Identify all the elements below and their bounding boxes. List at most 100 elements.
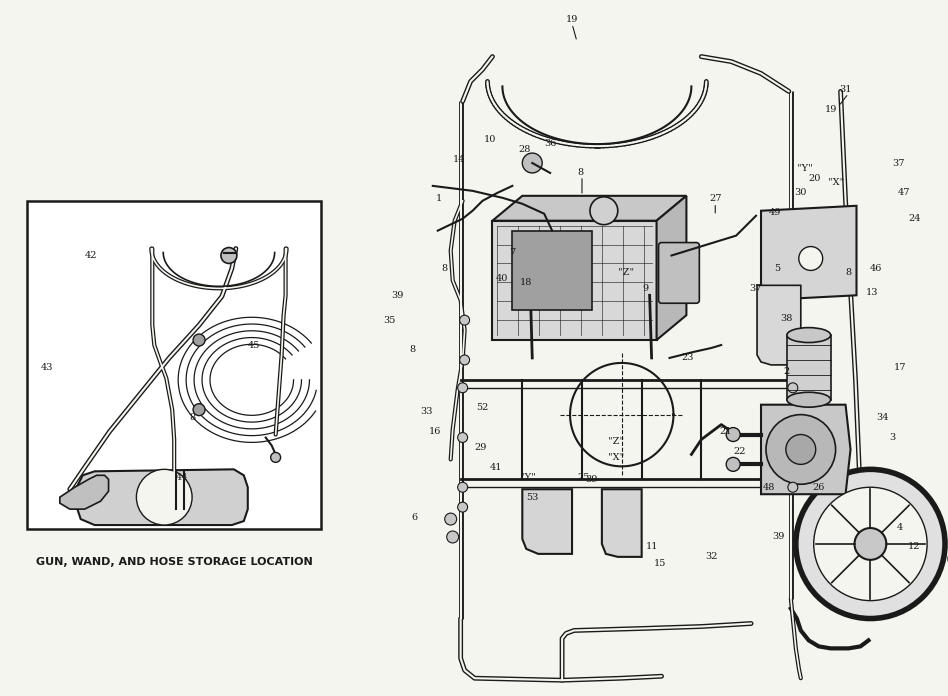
Circle shape bbox=[788, 383, 798, 393]
Text: 24: 24 bbox=[908, 214, 921, 223]
Text: "Y": "Y" bbox=[520, 473, 537, 482]
Text: 21: 21 bbox=[719, 427, 732, 436]
Text: 26: 26 bbox=[812, 483, 825, 492]
Circle shape bbox=[193, 404, 205, 416]
Text: 48: 48 bbox=[763, 483, 775, 492]
Text: 2: 2 bbox=[784, 367, 790, 377]
Text: "X": "X" bbox=[829, 178, 845, 187]
Circle shape bbox=[460, 355, 469, 365]
Circle shape bbox=[458, 503, 467, 512]
Circle shape bbox=[447, 531, 459, 543]
Text: 8: 8 bbox=[410, 345, 416, 354]
Circle shape bbox=[854, 528, 886, 560]
Ellipse shape bbox=[787, 328, 830, 342]
Text: 30: 30 bbox=[794, 189, 807, 198]
Text: 19: 19 bbox=[566, 15, 578, 24]
Circle shape bbox=[813, 487, 927, 601]
Circle shape bbox=[726, 457, 740, 471]
Text: 43: 43 bbox=[41, 363, 53, 372]
Text: "Z": "Z" bbox=[608, 437, 624, 446]
Text: 25: 25 bbox=[577, 473, 591, 482]
Text: 35: 35 bbox=[383, 316, 395, 324]
Circle shape bbox=[795, 469, 945, 619]
Text: 44: 44 bbox=[176, 473, 189, 482]
Text: 16: 16 bbox=[428, 427, 441, 436]
Text: 27: 27 bbox=[709, 194, 721, 203]
Ellipse shape bbox=[787, 393, 830, 407]
Text: 1: 1 bbox=[436, 194, 442, 203]
Text: 19: 19 bbox=[825, 105, 837, 113]
Polygon shape bbox=[522, 489, 572, 554]
Text: 6: 6 bbox=[411, 512, 418, 521]
Text: 15: 15 bbox=[653, 560, 665, 569]
Text: 34: 34 bbox=[876, 413, 888, 422]
Circle shape bbox=[460, 315, 469, 325]
Text: 40: 40 bbox=[496, 274, 508, 283]
Polygon shape bbox=[492, 196, 686, 221]
Circle shape bbox=[445, 513, 457, 525]
Text: 11: 11 bbox=[646, 542, 658, 551]
Circle shape bbox=[458, 383, 467, 393]
Text: 8: 8 bbox=[577, 168, 583, 177]
Polygon shape bbox=[602, 489, 642, 557]
Text: 4: 4 bbox=[897, 523, 903, 532]
Circle shape bbox=[193, 334, 205, 346]
Circle shape bbox=[799, 246, 823, 271]
Polygon shape bbox=[657, 196, 686, 340]
Text: 32: 32 bbox=[705, 553, 718, 562]
Text: 7: 7 bbox=[509, 248, 516, 257]
Circle shape bbox=[458, 482, 467, 492]
Text: 41: 41 bbox=[490, 463, 502, 472]
Text: 23: 23 bbox=[682, 354, 694, 363]
Text: 37: 37 bbox=[749, 284, 761, 293]
Circle shape bbox=[271, 452, 281, 462]
Circle shape bbox=[522, 153, 542, 173]
Circle shape bbox=[590, 197, 618, 225]
Text: "Z": "Z" bbox=[618, 268, 634, 277]
Text: 5: 5 bbox=[774, 264, 780, 273]
Text: 17: 17 bbox=[894, 363, 906, 372]
Text: 39: 39 bbox=[586, 475, 598, 484]
Text: 52: 52 bbox=[476, 403, 489, 412]
Text: 38: 38 bbox=[781, 314, 793, 323]
Text: 10: 10 bbox=[484, 134, 497, 143]
Text: 18: 18 bbox=[520, 278, 533, 287]
Polygon shape bbox=[761, 206, 856, 300]
Polygon shape bbox=[761, 404, 850, 494]
Text: 22: 22 bbox=[733, 447, 745, 456]
Text: 33: 33 bbox=[421, 407, 433, 416]
Polygon shape bbox=[757, 285, 801, 365]
Circle shape bbox=[766, 415, 835, 484]
Text: 13: 13 bbox=[866, 288, 879, 296]
Text: 29: 29 bbox=[474, 443, 486, 452]
Text: 8: 8 bbox=[189, 413, 195, 422]
Text: 39: 39 bbox=[391, 291, 403, 300]
Text: 3: 3 bbox=[889, 433, 896, 442]
Polygon shape bbox=[77, 469, 247, 525]
Circle shape bbox=[788, 482, 798, 492]
Text: 12: 12 bbox=[908, 542, 921, 551]
Text: 46: 46 bbox=[870, 264, 883, 273]
Text: "Y": "Y" bbox=[797, 164, 812, 173]
Text: 8: 8 bbox=[442, 264, 447, 273]
Text: 53: 53 bbox=[526, 493, 538, 502]
Text: 37: 37 bbox=[892, 159, 904, 168]
Circle shape bbox=[137, 469, 192, 525]
Text: 36: 36 bbox=[544, 139, 556, 148]
Text: 20: 20 bbox=[809, 175, 821, 184]
Text: 9: 9 bbox=[643, 284, 648, 293]
Circle shape bbox=[221, 248, 237, 264]
Text: 45: 45 bbox=[247, 340, 260, 349]
Text: "X": "X" bbox=[608, 453, 624, 462]
FancyBboxPatch shape bbox=[659, 243, 700, 303]
Text: 31: 31 bbox=[839, 85, 852, 94]
Text: 39: 39 bbox=[773, 532, 785, 541]
Circle shape bbox=[786, 434, 815, 464]
Text: 8: 8 bbox=[846, 268, 851, 277]
Polygon shape bbox=[60, 475, 108, 509]
Text: 42: 42 bbox=[84, 251, 97, 260]
Text: 47: 47 bbox=[898, 189, 910, 198]
Circle shape bbox=[726, 427, 740, 441]
Bar bbox=[787, 335, 830, 400]
Bar bbox=[27, 201, 321, 529]
